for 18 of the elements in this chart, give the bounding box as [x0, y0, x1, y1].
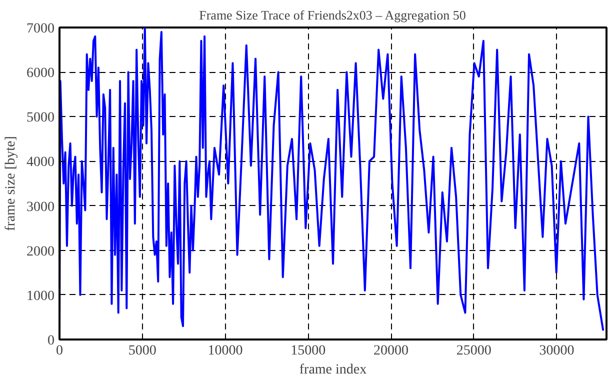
- x-tick-label: 5000: [128, 344, 156, 358]
- chart-title: Frame Size Trace of Friends2x03 – Aggregation 50: [199, 8, 466, 22]
- y-tick-label: 0: [48, 334, 54, 348]
- y-tick-label: 5000: [26, 110, 54, 126]
- y-tick-label: 4000: [26, 155, 54, 170]
- x-tick-label: 20000: [374, 344, 409, 358]
- x-tick-label: 10000: [208, 344, 243, 358]
- line-series: [60, 28, 604, 332]
- y-tick-label: 1000: [26, 288, 54, 304]
- x-tick-label: 30000: [539, 344, 574, 358]
- y-axis-title: frame size [byte]: [4, 136, 18, 231]
- x-tick-label: 15000: [290, 344, 326, 358]
- y-tick-label: 7000: [26, 22, 54, 36]
- x-tick-label: 25000: [456, 344, 492, 358]
- x-axis-title: frame index: [299, 362, 367, 378]
- y-tick-label: 2000: [26, 244, 54, 260]
- y-tick-label: 3000: [26, 200, 54, 215]
- y-tick-label: 6000: [26, 66, 54, 82]
